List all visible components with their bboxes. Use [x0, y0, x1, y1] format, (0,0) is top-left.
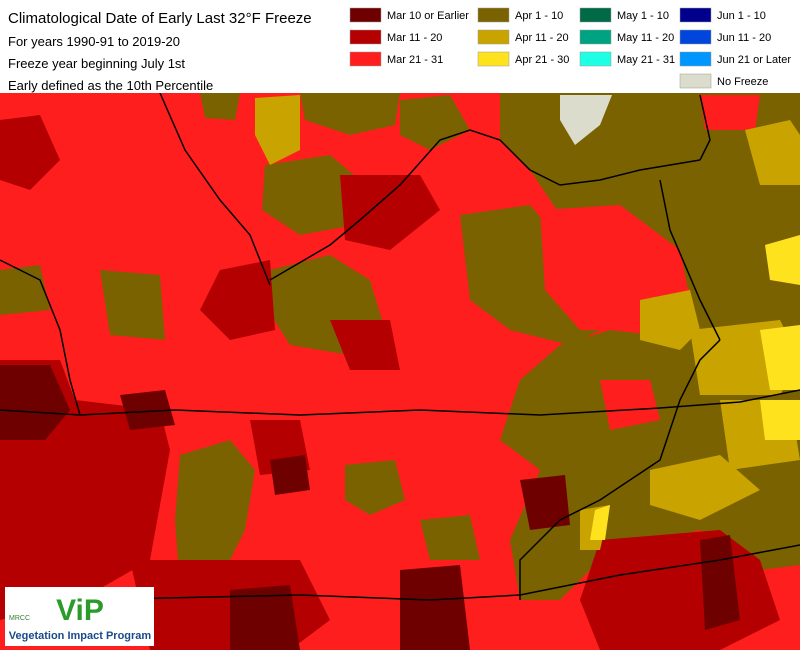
legend-swatch: [349, 51, 382, 67]
legend-label: Jun 11 - 20: [717, 32, 771, 44]
logo: MRCC ViP Vegetation Impact Program: [5, 587, 154, 646]
legend-label: Apr 11 - 20: [515, 32, 569, 44]
legend-swatch: [477, 29, 510, 45]
map: [0, 92, 800, 650]
title-block: Climatological Date of Early Last 32°F F…: [8, 10, 312, 93]
legend-label: Mar 11 - 20: [387, 32, 442, 44]
logo-program: Vegetation Impact Program: [9, 630, 152, 642]
legend-label: May 1 - 10: [617, 10, 669, 22]
legend-swatch: [679, 51, 712, 67]
legend-label: Jun 1 - 10: [717, 10, 766, 22]
legend-swatch: [579, 29, 612, 45]
legend-swatch: [679, 29, 712, 45]
legend-label: No Freeze: [717, 76, 768, 88]
legend-label: Mar 10 or Earlier: [387, 10, 469, 22]
legend-label: Mar 21 - 31: [387, 54, 443, 66]
legend-label: Apr 21 - 30: [515, 54, 569, 66]
legend-swatch: [579, 51, 612, 67]
legend-swatch: [679, 73, 712, 89]
title-line: Early defined as the 10th Percentile: [8, 78, 213, 93]
legend-swatch: [349, 29, 382, 45]
legend-label: May 21 - 31: [617, 54, 675, 66]
title-line: Freeze year beginning July 1st: [8, 56, 185, 71]
legend-swatch: [679, 7, 712, 23]
header-bg: [0, 0, 800, 93]
legend: Mar 10 or Earlier Mar 11 - 20 Mar 21 - 31 A…: [349, 7, 791, 89]
legend-label: May 11 - 20: [617, 32, 674, 44]
title-line: Climatological Date of Early Last 32°F F…: [8, 10, 312, 27]
legend-swatch: [477, 7, 510, 23]
legend-label: Jun 21 or Later: [717, 54, 791, 66]
title-line: For years 1990-91 to 2019-20: [8, 34, 180, 49]
legend-label: Apr 1 - 10: [515, 10, 563, 22]
logo-mark: ViP: [56, 594, 104, 627]
legend-swatch: [477, 51, 510, 67]
logo-org: MRCC: [9, 615, 30, 622]
legend-swatch: [579, 7, 612, 23]
legend-swatch: [349, 7, 382, 23]
